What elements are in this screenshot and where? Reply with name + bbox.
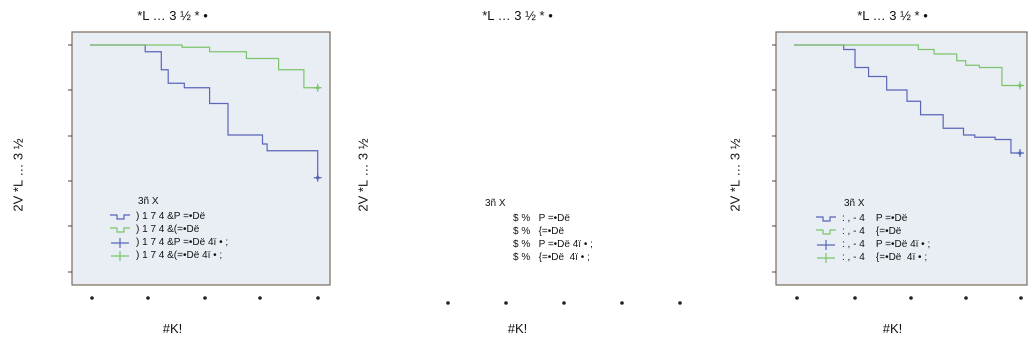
plot-area bbox=[775, 31, 1028, 286]
chart-title: *L … 3 ½ * • bbox=[857, 8, 928, 23]
legend-label: ) 1 7 4 &(=•Dë 4ï • ; bbox=[136, 250, 223, 261]
legend-item: : , - 4 {=•Dë 4ï • ; bbox=[814, 251, 930, 264]
legend-label: : , - 4 {=•Dë 4ï • ; bbox=[842, 252, 928, 263]
step-green-icon bbox=[814, 226, 838, 238]
legend: 3ñ X : , - 4 P =•Dë : , - 4 {=•Dë : , - … bbox=[814, 197, 930, 264]
chart-title: *L … 3 ½ * • bbox=[482, 8, 553, 23]
censor-dot bbox=[1018, 83, 1022, 88]
legend-item: $ % P =•Dë 4ï • ; bbox=[485, 238, 593, 251]
x-tick-dot bbox=[678, 301, 682, 305]
legend-item: ) 1 7 4 &(=•Dë bbox=[108, 223, 228, 236]
legend-item: : , - 4 {=•Dë bbox=[814, 225, 930, 238]
x-tick-dot bbox=[909, 296, 913, 300]
x-tick-dot bbox=[504, 301, 508, 305]
legend-label: ) 1 7 4 &P =•Dë 4ï • ; bbox=[136, 237, 229, 248]
step-blue-icon bbox=[108, 211, 132, 223]
chart-panel-2: *L … 3 ½ * • 2V *L … 3 ½ #K! 3ñ X $ % P … bbox=[345, 0, 690, 351]
legend: 3ñ X $ % P =•Dë $ % {=•Dë $ % P =•Dë 4ï … bbox=[485, 197, 593, 264]
x-axis-label: #K! bbox=[507, 321, 528, 336]
legend-label: $ % P =•Dë bbox=[513, 213, 570, 224]
x-tick-dot bbox=[1019, 296, 1023, 300]
legend-item: : , - 4 P =•Dë 4ï • ; bbox=[814, 238, 930, 251]
legend-label: : , - 4 {=•Dë bbox=[842, 226, 902, 237]
x-tick-dot bbox=[203, 296, 207, 300]
censor-green-icon bbox=[108, 250, 132, 262]
legend-item: ) 1 7 4 &P =•Dë bbox=[108, 210, 228, 223]
legend-label: $ % {=•Dë 4ï • ; bbox=[513, 252, 590, 263]
legend: 3ñ X ) 1 7 4 &P =•Dë ) 1 7 4 &(=•Dë ) 1 … bbox=[108, 195, 228, 262]
censor-dot bbox=[315, 175, 320, 180]
legend-title: 3ñ X bbox=[485, 198, 506, 209]
x-tick-dot bbox=[964, 296, 968, 300]
legend-label: ) 1 7 4 &P =•Dë bbox=[136, 211, 206, 222]
chart-panel-1: *L … 3 ½ * • 2V *L … 3 ½ #K! 3ñ X ) 1 7 … bbox=[0, 0, 345, 351]
censor-dot bbox=[315, 85, 320, 90]
x-tick-dot bbox=[258, 296, 262, 300]
legend-item: : , - 4 P =•Dë bbox=[814, 212, 930, 225]
x-axis-label: #K! bbox=[162, 321, 183, 336]
step-blue-icon bbox=[814, 213, 838, 225]
x-tick-dot bbox=[853, 296, 857, 300]
step-green-icon bbox=[108, 224, 132, 236]
legend-item: ) 1 7 4 &(=•Dë 4ï • ; bbox=[108, 249, 228, 262]
x-tick-dot bbox=[620, 301, 624, 305]
legend-label: : , - 4 P =•Dë 4ï • ; bbox=[842, 239, 931, 250]
legend-item: $ % {=•Dë bbox=[485, 225, 593, 238]
legend-label: : , - 4 P =•Dë bbox=[842, 213, 908, 224]
legend-item: $ % {=•Dë 4ï • ; bbox=[485, 251, 593, 264]
censor-dot bbox=[1018, 151, 1022, 155]
km-plot-2 bbox=[446, 301, 682, 305]
survival-curve-blue bbox=[794, 44, 1020, 154]
legend-title: 3ñ X bbox=[844, 198, 865, 209]
x-tick-dot bbox=[146, 296, 150, 300]
km-plot-1 bbox=[68, 31, 331, 300]
survival-curve-blue bbox=[90, 44, 320, 179]
legend-label: ) 1 7 4 &(=•Dë bbox=[136, 224, 200, 235]
x-tick-dot bbox=[795, 296, 799, 300]
x-tick-dot bbox=[90, 296, 94, 300]
x-axis-label: #K! bbox=[882, 321, 903, 336]
legend-title: 3ñ X bbox=[138, 196, 159, 207]
x-tick-dot bbox=[316, 296, 320, 300]
legend-label: $ % P =•Dë 4ï • ; bbox=[513, 239, 593, 250]
legend-item: ) 1 7 4 &P =•Dë 4ï • ; bbox=[108, 236, 228, 249]
chart-panel-3: *L … 3 ½ * • 2V *L … 3 ½ #K! 3ñ X : , - … bbox=[690, 0, 1035, 351]
x-tick-dot bbox=[562, 301, 566, 305]
survival-curve-green bbox=[794, 44, 1020, 87]
x-tick-dot bbox=[446, 301, 450, 305]
censor-blue-icon bbox=[814, 239, 838, 251]
censor-green-icon bbox=[814, 252, 838, 264]
legend-item: $ % P =•Dë bbox=[485, 212, 593, 225]
survival-curve-green bbox=[90, 44, 320, 89]
km-plot-3 bbox=[772, 31, 1028, 300]
chart-title: *L … 3 ½ * • bbox=[137, 8, 208, 23]
legend-label: $ % {=•Dë bbox=[513, 226, 565, 237]
censor-blue-icon bbox=[108, 237, 132, 249]
